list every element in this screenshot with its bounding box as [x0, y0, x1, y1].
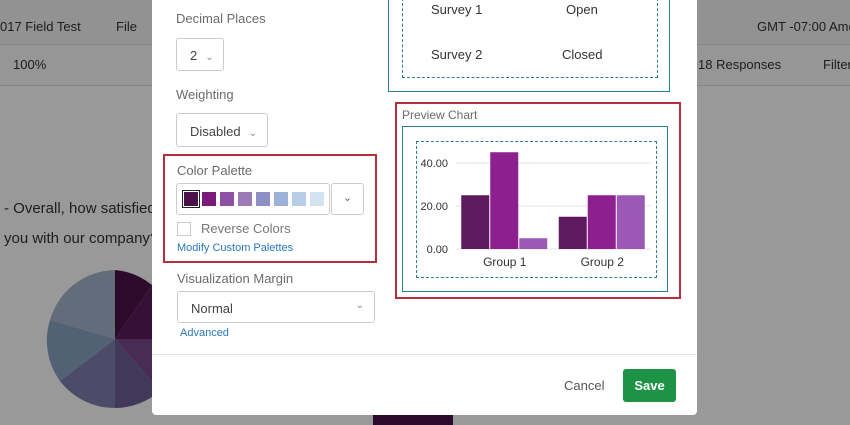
- x-tick-label: Group 1: [483, 255, 527, 269]
- chart: 0.00 20.00 40.00 Group 1 Group 2: [420, 152, 651, 269]
- bar: [490, 152, 519, 249]
- y-tick-label: 40.00: [420, 158, 448, 170]
- chart-title: Preview Chart: [402, 108, 478, 122]
- responses: 18 Responses: [698, 57, 782, 72]
- filter[interactable]: Filter: [823, 57, 850, 72]
- palette-swatch: [182, 190, 200, 208]
- survey-status: Open: [566, 2, 598, 17]
- dropdown-value: 2: [190, 48, 198, 63]
- bar: [587, 195, 616, 249]
- highlight: [395, 102, 681, 299]
- dropdown[interactable]: Normal ⌄: [177, 291, 375, 323]
- palette-picker[interactable]: [176, 183, 330, 215]
- modal: Decimal Places 2 ⌄ Weighting Disabled ⌄ Co…: [152, 0, 697, 415]
- bar: [558, 216, 587, 249]
- chart-inner: [416, 141, 657, 278]
- background-pie: [46, 270, 160, 409]
- highlight: [163, 154, 377, 263]
- palette-swatch: [274, 192, 288, 206]
- survey-status: Closed: [562, 47, 603, 62]
- bar: [461, 195, 490, 249]
- label: Color Palette: [177, 163, 253, 178]
- label: Decimal Places: [176, 11, 266, 26]
- save-button[interactable]: Save: [623, 369, 676, 402]
- palette-swatch: [202, 192, 216, 206]
- project-menu[interactable]: 017 Field Test: [0, 19, 81, 34]
- link[interactable]: Modify Custom Palettes: [177, 242, 294, 254]
- link[interactable]: Advanced: [180, 327, 229, 339]
- label: Weighting: [176, 87, 234, 102]
- palette-swatch: [292, 192, 306, 206]
- dropdown[interactable]: 2 ⌄: [176, 38, 224, 71]
- palette-swatch: [310, 192, 324, 206]
- palette-swatch: [256, 192, 270, 206]
- survey-name: Survey 1: [431, 2, 483, 17]
- palette-dropdown[interactable]: ⌄: [331, 183, 364, 215]
- chart-frame: [402, 126, 668, 292]
- question: - Overall, how satisfied: [4, 200, 156, 217]
- dropdown-value: Normal: [191, 301, 233, 316]
- file-menu[interactable]: File: [116, 19, 137, 34]
- dropdown[interactable]: Disabled ⌄: [176, 113, 268, 147]
- y-tick-label: 0.00: [427, 244, 448, 256]
- checkbox[interactable]: [177, 222, 191, 236]
- y-tick-label: 20.00: [420, 201, 448, 213]
- bar: [616, 195, 645, 249]
- cancel-button[interactable]: Cancel: [564, 378, 605, 393]
- timezone: GMT -07:00 Amer: [757, 19, 850, 34]
- checkbox-label: Reverse Colors: [201, 221, 291, 236]
- background-bar: [373, 415, 453, 425]
- bar: [519, 238, 548, 249]
- divider: [152, 354, 697, 355]
- survey-name: Survey 2: [431, 47, 483, 62]
- survey-box: [388, 0, 670, 92]
- zoom[interactable]: 100%: [13, 57, 47, 72]
- x-tick-label: Group 2: [581, 255, 625, 269]
- palette-swatch: [238, 192, 252, 206]
- question: you with our company?: [4, 230, 159, 247]
- label: Visualization Margin: [177, 271, 294, 286]
- palette-swatch: [220, 192, 234, 206]
- survey-inner: [402, 0, 658, 78]
- dropdown-value: Disabled: [190, 124, 241, 139]
